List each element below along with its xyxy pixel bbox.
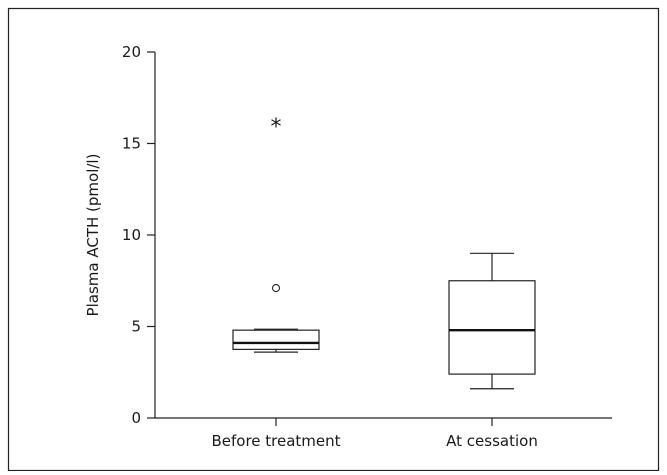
box-group: * [232,115,320,353]
box-iqr [232,329,320,350]
x-category-label: At cessation [446,432,538,450]
box-group [448,252,536,390]
boxes: * [232,115,536,390]
axes [154,52,612,419]
x-ticks: Before treatment At cessation [211,418,538,450]
y-tick-label: 15 [122,135,141,153]
figure-border [7,7,660,472]
outlier-circle [271,284,281,293]
outlier-star: * [271,115,282,140]
y-tick-label: 0 [131,409,141,427]
y-axis-title: Plasma ACTH (pmol/l) [84,154,102,317]
y-tick-label: 5 [131,318,141,336]
box-iqr [448,280,536,375]
x-category-label: Before treatment [211,432,340,450]
y-ticks: 0 5 10 15 20 [122,43,155,427]
y-tick-label: 20 [122,43,141,61]
y-tick-label: 10 [122,226,141,244]
